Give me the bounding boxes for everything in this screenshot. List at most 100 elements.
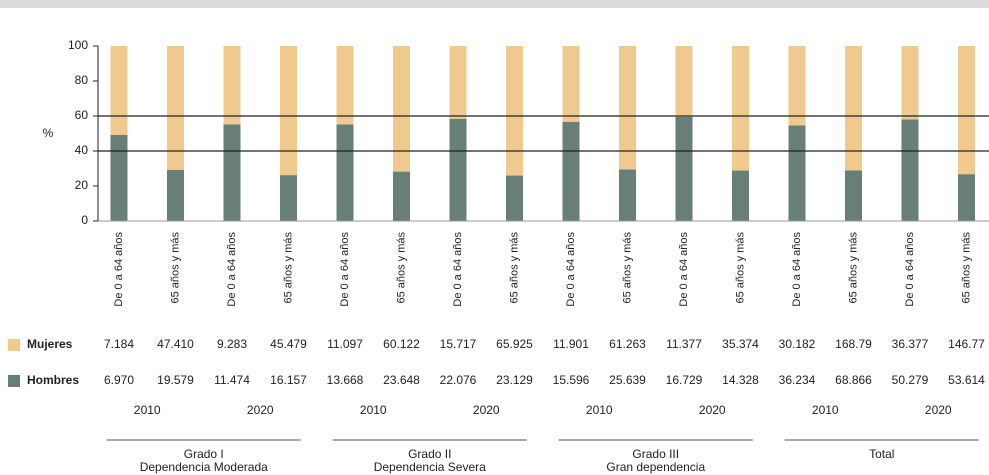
- table-value: 35.374: [722, 337, 759, 351]
- group-label: Gran dependencia: [606, 460, 705, 474]
- period-label: 2010: [812, 403, 839, 417]
- x-tick-label: De 0 a 64 años: [678, 232, 690, 307]
- bar-segment: [675, 116, 693, 221]
- bar-segment: [110, 134, 128, 221]
- x-tick-label: De 0 a 64 años: [565, 232, 577, 307]
- y-tick-label: 80: [75, 73, 89, 87]
- x-tick-label: De 0 a 64 años: [904, 232, 916, 307]
- table-value: 168.79: [835, 337, 872, 351]
- bar-segment: [110, 46, 128, 135]
- group-label: Total: [869, 447, 894, 461]
- y-tick-label: 20: [75, 178, 89, 192]
- period-label: 2020: [699, 403, 726, 417]
- table-value: 14.328: [722, 373, 759, 387]
- table-value: 16.729: [666, 373, 703, 387]
- x-tick-label: 65 años y más: [621, 232, 633, 304]
- table-value: 61.263: [609, 337, 646, 351]
- table-value: 13.668: [327, 373, 364, 387]
- period-label: 2020: [473, 403, 500, 417]
- x-tick-label: De 0 a 64 años: [113, 232, 125, 307]
- period-label: 2020: [247, 403, 274, 417]
- table-value: 16.157: [270, 373, 307, 387]
- table-value: 68.866: [835, 373, 872, 387]
- legend-swatch: [8, 339, 20, 351]
- bar-segment: [845, 46, 862, 171]
- table-value: 15.596: [553, 373, 590, 387]
- top-band: [0, 0, 989, 8]
- bar-segment: [732, 46, 749, 171]
- bar-segment: [336, 46, 354, 125]
- bar-segment: [506, 46, 523, 176]
- bar-segment: [449, 118, 467, 221]
- bar-segment: [901, 46, 919, 120]
- bar-segment: [393, 46, 410, 172]
- table-value: 36.377: [892, 337, 929, 351]
- y-tick-label: 40: [75, 143, 89, 157]
- period-label: 2010: [134, 403, 161, 417]
- x-tick-label: 65 años y más: [282, 232, 294, 304]
- bar-segment: [562, 121, 580, 221]
- bar-segment: [619, 46, 636, 170]
- table-value: 22.076: [440, 373, 477, 387]
- table-value: 6.970: [104, 373, 134, 387]
- table-value: 19.579: [157, 373, 194, 387]
- table-value: 65.925: [496, 337, 533, 351]
- bar-segment: [845, 170, 862, 221]
- x-tick-label: De 0 a 64 años: [226, 232, 238, 307]
- bar-segment: [619, 169, 636, 221]
- table-value: 60.122: [383, 337, 420, 351]
- bar-segment: [280, 46, 297, 176]
- x-tick-label: 65 años y más: [395, 232, 407, 304]
- table-value: 36.234: [779, 373, 816, 387]
- group-label: Dependencia Severa: [374, 460, 486, 474]
- table-value: 50.279: [892, 373, 929, 387]
- y-tick-label: 60: [75, 108, 89, 122]
- x-tick-label: 65 años y más: [734, 232, 746, 304]
- group-label: Grado I: [184, 447, 224, 461]
- x-tick-label: De 0 a 64 años: [452, 232, 464, 307]
- bar-segment: [280, 175, 297, 221]
- bar-segment: [562, 46, 580, 122]
- bar-segment: [167, 169, 184, 221]
- table-value: 45.479: [270, 337, 307, 351]
- x-tick-label: 65 años y más: [847, 232, 859, 304]
- bar-segment: [788, 46, 806, 126]
- y-axis-label: %: [43, 126, 54, 140]
- group-label: Grado III: [632, 447, 679, 461]
- table-value: 11.097: [327, 337, 363, 351]
- bar-segment: [393, 171, 410, 221]
- table-value: 9.283: [217, 337, 247, 351]
- table-value: 11.901: [553, 337, 589, 351]
- period-label: 2010: [586, 403, 613, 417]
- table-value: 11.474: [214, 373, 250, 387]
- table-value: 23.648: [383, 373, 420, 387]
- legend-label: Mujeres: [27, 337, 73, 351]
- period-label: 2010: [360, 403, 387, 417]
- group-label: Dependencia Moderada: [140, 460, 268, 474]
- bar-segment: [958, 46, 975, 175]
- legend-label: Hombres: [27, 373, 79, 387]
- group-label: Grado II: [408, 447, 451, 461]
- bar-segment: [336, 124, 354, 221]
- x-tick-label: 65 años y más: [169, 232, 181, 304]
- bar-segment: [675, 46, 693, 117]
- x-tick-label: 65 años y más: [960, 232, 972, 304]
- table-value: 25.639: [609, 373, 646, 387]
- bar-segment: [506, 175, 523, 221]
- table-value: 23.129: [496, 373, 533, 387]
- bar-segment: [223, 46, 241, 125]
- table-value: 47.410: [157, 337, 194, 351]
- bar-segment: [223, 124, 241, 221]
- bar-segment: [449, 46, 467, 119]
- x-tick-label: De 0 a 64 años: [339, 232, 351, 307]
- legend-swatch: [8, 375, 20, 387]
- table-value: 7.184: [104, 337, 134, 351]
- y-tick-label: 100: [68, 38, 88, 52]
- x-tick-label: 65 años y más: [508, 232, 520, 304]
- table-value: 146.77: [948, 337, 985, 351]
- table-value: 15.717: [440, 337, 477, 351]
- bar-segment: [788, 125, 806, 221]
- period-label: 2020: [925, 403, 952, 417]
